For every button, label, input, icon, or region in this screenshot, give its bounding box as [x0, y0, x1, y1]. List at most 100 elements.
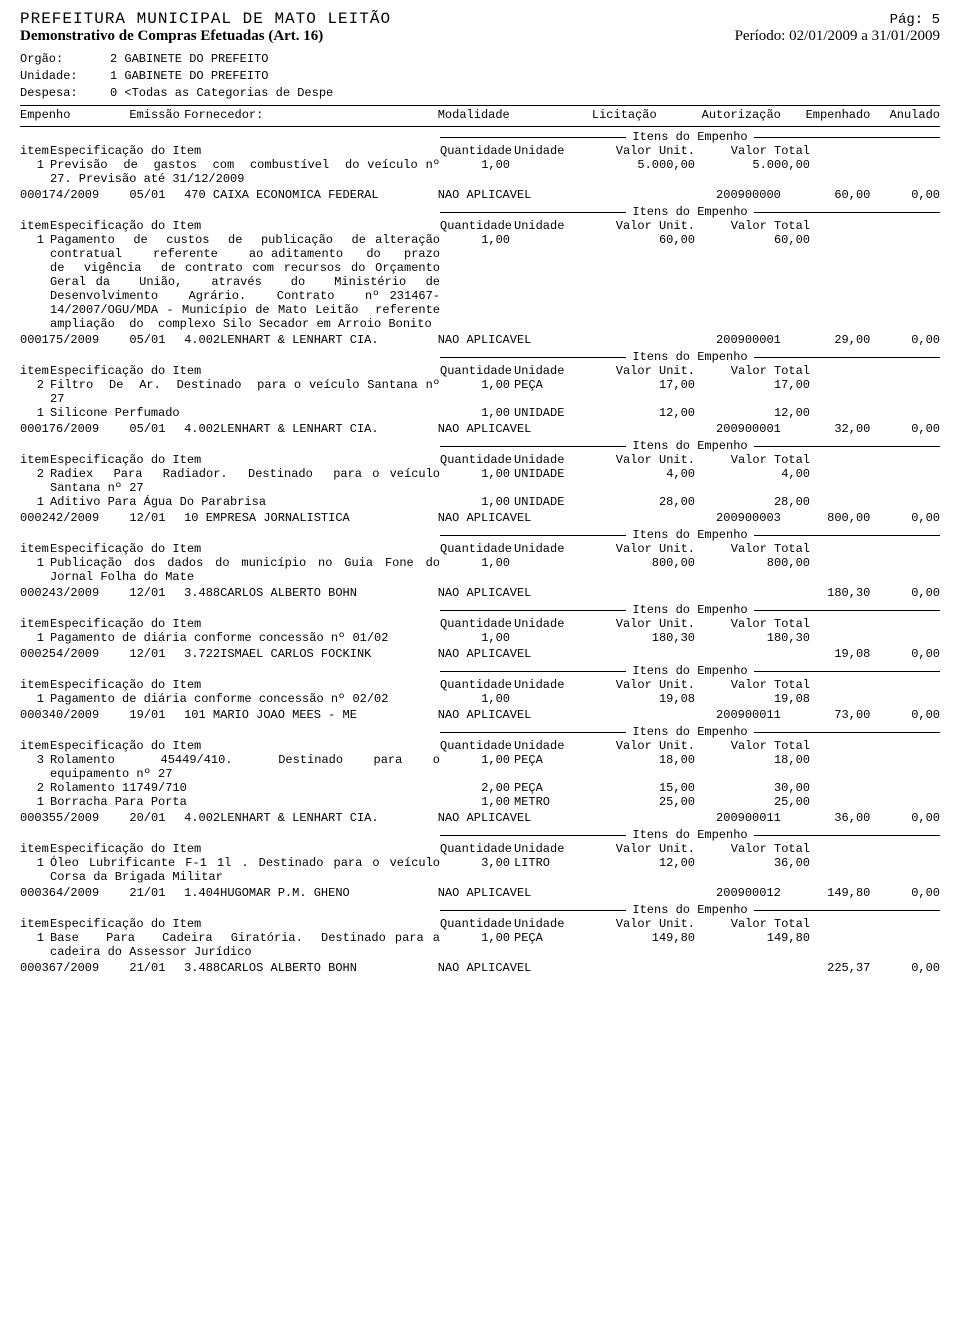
item-valor-total: 800,00 — [695, 556, 810, 584]
empenho-autorizacao: 200900001 — [691, 333, 781, 347]
item-row: 1 Previsão de gastos com combustível do … — [20, 158, 940, 186]
page-number: 5 — [932, 12, 940, 28]
item-num: 1 — [20, 233, 50, 331]
icol-vu: Valor Unit. — [580, 144, 695, 158]
empenho-row: 000243/2009 12/01 3.488CARLOS ALBERTO BO… — [20, 586, 940, 600]
itens-separator: Itens do Empenho — [20, 903, 940, 917]
empenho-fornecedor: 3.722ISMAEL CARLOS FOCKINK — [184, 647, 438, 661]
empenho-modalidade: NAO APLICAVEL — [438, 188, 592, 202]
icol-item: item — [20, 144, 50, 158]
item-valor-total: 12,00 — [695, 406, 810, 420]
item-num: 1 — [20, 631, 50, 645]
icol-vu: Valor Unit. — [580, 542, 695, 556]
icol-item: item — [20, 453, 50, 467]
itens-separator: Itens do Empenho — [20, 828, 940, 842]
icol-vt: Valor Total — [695, 842, 810, 856]
item-row: 1 Silicone Perfumado 1,00 UNIDADE 12,00 … — [20, 406, 940, 420]
icol-spec: Especificação do Item — [50, 917, 440, 931]
item-valor-unit: 12,00 — [580, 856, 695, 884]
item-row: 3 Rolamento 45449/410. Destinado para o … — [20, 753, 940, 781]
item-qty: 1,00 — [440, 556, 510, 584]
item-unit: LITRO — [510, 856, 580, 884]
item-unit: PEÇA — [510, 378, 580, 406]
itens-label: Itens do Empenho — [626, 664, 753, 678]
item-valor-total: 18,00 — [695, 753, 810, 781]
empenho-row: 000355/2009 20/01 4.002LENHART & LENHART… — [20, 811, 940, 825]
item-row: 1 Pagamento de diária conforme concessão… — [20, 692, 940, 706]
despesa-label: Despesa: — [20, 85, 110, 102]
icol-vt: Valor Total — [695, 542, 810, 556]
column-headers: Empenho Emissão Fornecedor: Modalidade L… — [20, 108, 940, 122]
empenho-anulado: 0,00 — [870, 811, 940, 825]
itens-label: Itens do Empenho — [626, 603, 753, 617]
empenho-valor: 19,08 — [781, 647, 871, 661]
item-num: 1 — [20, 556, 50, 584]
empenho-row: 000364/2009 21/01 1.404HUGOMAR P.M. GHEN… — [20, 886, 940, 900]
item-headers: item Especificação do Item Quantidade Un… — [20, 453, 940, 467]
itens-label: Itens do Empenho — [626, 439, 753, 453]
empenho-modalidade: NAO APLICAVEL — [438, 422, 592, 436]
col-fornecedor: Fornecedor: — [184, 108, 438, 122]
icol-qtd: Quantidade — [440, 542, 510, 556]
icol-vt: Valor Total — [695, 917, 810, 931]
icol-un: Unidade — [510, 917, 580, 931]
empenho-fornecedor: 10 EMPRESA JORNALISTICA — [184, 511, 438, 525]
empenho-num: 000176/2009 — [20, 422, 129, 436]
empenho-num: 000174/2009 — [20, 188, 129, 202]
icol-vu: Valor Unit. — [580, 842, 695, 856]
item-unit: METRO — [510, 795, 580, 809]
item-unit: PEÇA — [510, 753, 580, 781]
item-num: 2 — [20, 378, 50, 406]
item-spec: Borracha Para Porta — [50, 795, 440, 809]
empenho-fornecedor: 4.002LENHART & LENHART CIA. — [184, 422, 438, 436]
empenho-num: 000254/2009 — [20, 647, 129, 661]
empenho-autorizacao: 200900003 — [691, 511, 781, 525]
empenho-licitacao — [592, 708, 691, 722]
empenho-fornecedor: 4.002LENHART & LENHART CIA. — [184, 811, 438, 825]
item-valor-unit: 5.000,00 — [580, 158, 695, 186]
icol-un: Unidade — [510, 739, 580, 753]
item-valor-total: 5.000,00 — [695, 158, 810, 186]
item-valor-unit: 15,00 — [580, 781, 695, 795]
item-valor-total: 149,80 — [695, 931, 810, 959]
item-spec: Pagamento de diária conforme concessão n… — [50, 631, 440, 645]
empenho-licitacao — [592, 886, 691, 900]
empenho-valor: 29,00 — [781, 333, 871, 347]
item-spec: Previsão de gastos com combustível do ve… — [50, 158, 440, 186]
empenho-emissao: 12/01 — [129, 586, 184, 600]
item-unit: PEÇA — [510, 781, 580, 795]
empenho-fornecedor: 1.404HUGOMAR P.M. GHENO — [184, 886, 438, 900]
icol-vu: Valor Unit. — [580, 617, 695, 631]
empenho-fornecedor: 101 MARIO JOAO MEES - ME — [184, 708, 438, 722]
empenho-autorizacao: 200900012 — [691, 886, 781, 900]
empenho-modalidade: NAO APLICAVEL — [438, 647, 592, 661]
empenho-num: 000175/2009 — [20, 333, 129, 347]
empenho-anulado: 0,00 — [870, 886, 940, 900]
item-unit: UNIDADE — [510, 467, 580, 495]
icol-qtd: Quantidade — [440, 842, 510, 856]
icol-item: item — [20, 219, 50, 233]
itens-label: Itens do Empenho — [626, 130, 753, 144]
item-num: 1 — [20, 158, 50, 186]
item-valor-total: 25,00 — [695, 795, 810, 809]
item-valor-total: 36,00 — [695, 856, 810, 884]
item-num: 3 — [20, 753, 50, 781]
item-spec: Pagamento de custos de publicação de alt… — [50, 233, 440, 331]
empenho-licitacao — [592, 333, 691, 347]
col-empenho: Empenho — [20, 108, 129, 122]
empenho-licitacao — [592, 188, 691, 202]
item-row: 2 Radiex Para Radiador. Destinado para o… — [20, 467, 940, 495]
item-valor-total: 28,00 — [695, 495, 810, 509]
empenho-num: 000340/2009 — [20, 708, 129, 722]
icol-qtd: Quantidade — [440, 678, 510, 692]
empenho-modalidade: NAO APLICAVEL — [438, 961, 592, 975]
icol-qtd: Quantidade — [440, 144, 510, 158]
icol-item: item — [20, 917, 50, 931]
empenho-autorizacao — [691, 586, 781, 600]
empenho-num: 000367/2009 — [20, 961, 129, 975]
itens-separator: Itens do Empenho — [20, 205, 940, 219]
page-indicator: Pág: 5 — [890, 12, 940, 28]
icol-vt: Valor Total — [695, 617, 810, 631]
icol-vu: Valor Unit. — [580, 219, 695, 233]
item-headers: item Especificação do Item Quantidade Un… — [20, 364, 940, 378]
